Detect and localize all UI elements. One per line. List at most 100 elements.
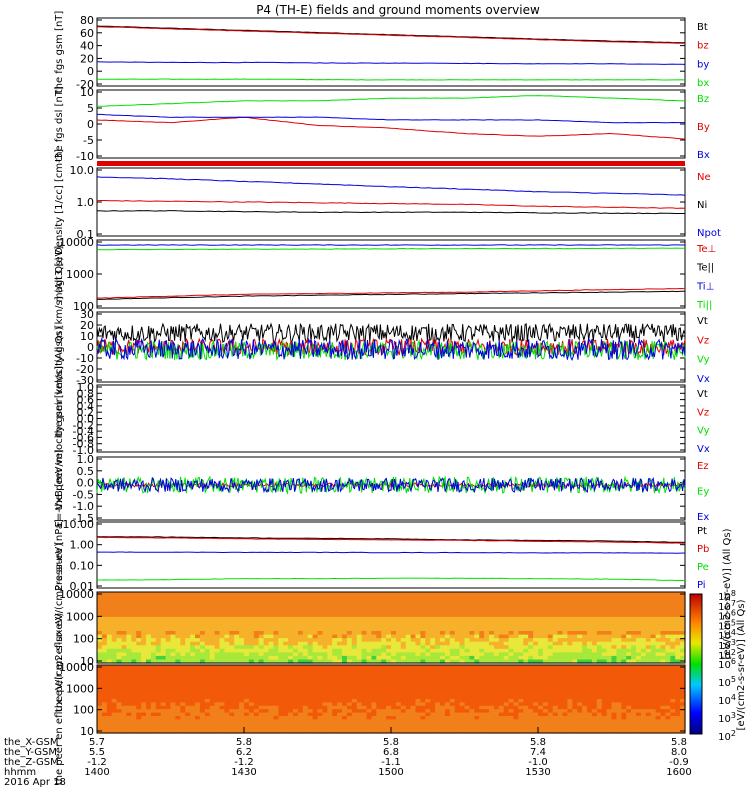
heatmap-cell	[361, 606, 368, 611]
heatmap-cell	[312, 606, 319, 611]
heatmap-cell	[258, 671, 265, 676]
heatmap-cell	[435, 659, 441, 664]
heatmap-cell	[170, 620, 176, 625]
heatmap-cell	[337, 705, 343, 710]
heatmap-cell	[116, 682, 123, 686]
heatmap-cell	[518, 719, 524, 724]
heatmap-cell	[616, 665, 622, 669]
heatmap-cell	[342, 631, 348, 636]
heatmap-cell	[435, 631, 441, 636]
series-by	[96, 61, 686, 65]
heatmap-cell	[165, 599, 172, 604]
heatmap-cell	[552, 634, 559, 639]
heatmap-cell	[175, 668, 181, 673]
heatmap-cell	[356, 709, 363, 714]
heatmap-cell	[454, 722, 461, 727]
heatmap-cell	[552, 682, 559, 686]
heatmap-cell	[489, 595, 495, 600]
heatmap-cell	[342, 602, 348, 607]
heatmap-cell	[611, 659, 617, 664]
heatmap-cell	[361, 609, 368, 614]
heatmap-cell	[283, 631, 289, 636]
heatmap-cell	[190, 695, 196, 700]
heatmap-cell	[557, 627, 564, 632]
heatmap-cell	[116, 631, 123, 636]
heatmap-cell	[616, 716, 622, 720]
heatmap-cell	[327, 602, 333, 607]
heatmap-cell	[523, 609, 529, 614]
heatmap-cell	[631, 652, 637, 657]
heatmap-cell	[97, 716, 103, 720]
heatmap-cell	[356, 638, 363, 643]
heatmap-cell	[160, 682, 167, 686]
legend-Pe: Pe	[697, 562, 709, 573]
heatmap-cell	[538, 722, 544, 727]
heatmap-cell	[562, 638, 568, 643]
heatmap-cell	[214, 675, 221, 680]
heatmap-cell	[195, 602, 201, 607]
heatmap-cell	[636, 705, 642, 710]
heatmap-cell	[503, 606, 510, 611]
heatmap-cell	[582, 675, 588, 680]
heatmap-cell	[361, 624, 368, 629]
heatmap-cell	[366, 627, 372, 632]
heatmap-cell	[557, 671, 564, 676]
heatmap-cell	[346, 624, 353, 629]
heatmap-cell	[248, 592, 255, 597]
y-tick-label: -0.5	[73, 488, 94, 501]
heatmap-cell	[582, 716, 588, 720]
heatmap-cell	[680, 699, 686, 703]
heatmap-cell	[636, 616, 642, 621]
heatmap-cell	[479, 592, 485, 597]
heatmap-cell	[199, 659, 206, 664]
heatmap-cell	[577, 659, 583, 664]
heatmap-cell	[557, 675, 564, 680]
heatmap-cell	[459, 595, 466, 600]
heatmap-cell	[346, 634, 353, 639]
heatmap-cell	[660, 592, 666, 597]
heatmap-cell	[111, 726, 118, 731]
y-tick-label: -0.8	[73, 438, 94, 451]
heatmap-cell	[209, 699, 216, 703]
heatmap-cell	[425, 678, 431, 683]
heatmap-cell	[146, 659, 152, 664]
heatmap-cell	[562, 675, 568, 680]
heatmap-cell	[101, 624, 108, 629]
heatmap-cell	[601, 655, 608, 660]
heatmap-cell	[199, 606, 206, 611]
heatmap-cell	[636, 695, 642, 700]
heatmap-cell	[322, 652, 328, 657]
heatmap-cell	[503, 699, 510, 703]
heatmap-cell	[498, 668, 505, 673]
heatmap-cell	[361, 692, 368, 697]
heatmap-cell	[587, 702, 593, 707]
heatmap-cell	[342, 613, 348, 618]
heatmap-cell	[229, 665, 235, 669]
heatmap-cell	[415, 675, 421, 680]
heatmap-cell	[278, 624, 284, 629]
heatmap-cell	[415, 729, 421, 734]
heatmap-cell	[474, 595, 480, 600]
heatmap-cell	[106, 638, 113, 643]
heatmap-cell	[464, 675, 470, 680]
heatmap-cell	[484, 638, 490, 643]
heatmap-cell	[621, 624, 627, 629]
heatmap-cell	[675, 682, 681, 686]
heatmap-cell	[587, 592, 593, 597]
heatmap-cell	[552, 592, 559, 597]
heatmap-cell	[337, 726, 343, 731]
heatmap-cell	[361, 695, 368, 700]
heatmap-cell	[195, 716, 201, 720]
heatmap-cell	[160, 648, 167, 653]
heatmap-cell	[552, 638, 559, 643]
heatmap-cell	[454, 729, 461, 734]
heatmap-cell	[513, 620, 519, 625]
heatmap-cell	[351, 668, 358, 673]
heatmap-cell	[185, 722, 191, 727]
series-Ey	[96, 475, 686, 495]
heatmap-cell	[538, 712, 544, 717]
heatmap-cell	[430, 688, 436, 693]
heatmap-cell	[322, 716, 328, 720]
heatmap-cell	[239, 652, 245, 657]
heatmap-cell	[131, 712, 137, 717]
